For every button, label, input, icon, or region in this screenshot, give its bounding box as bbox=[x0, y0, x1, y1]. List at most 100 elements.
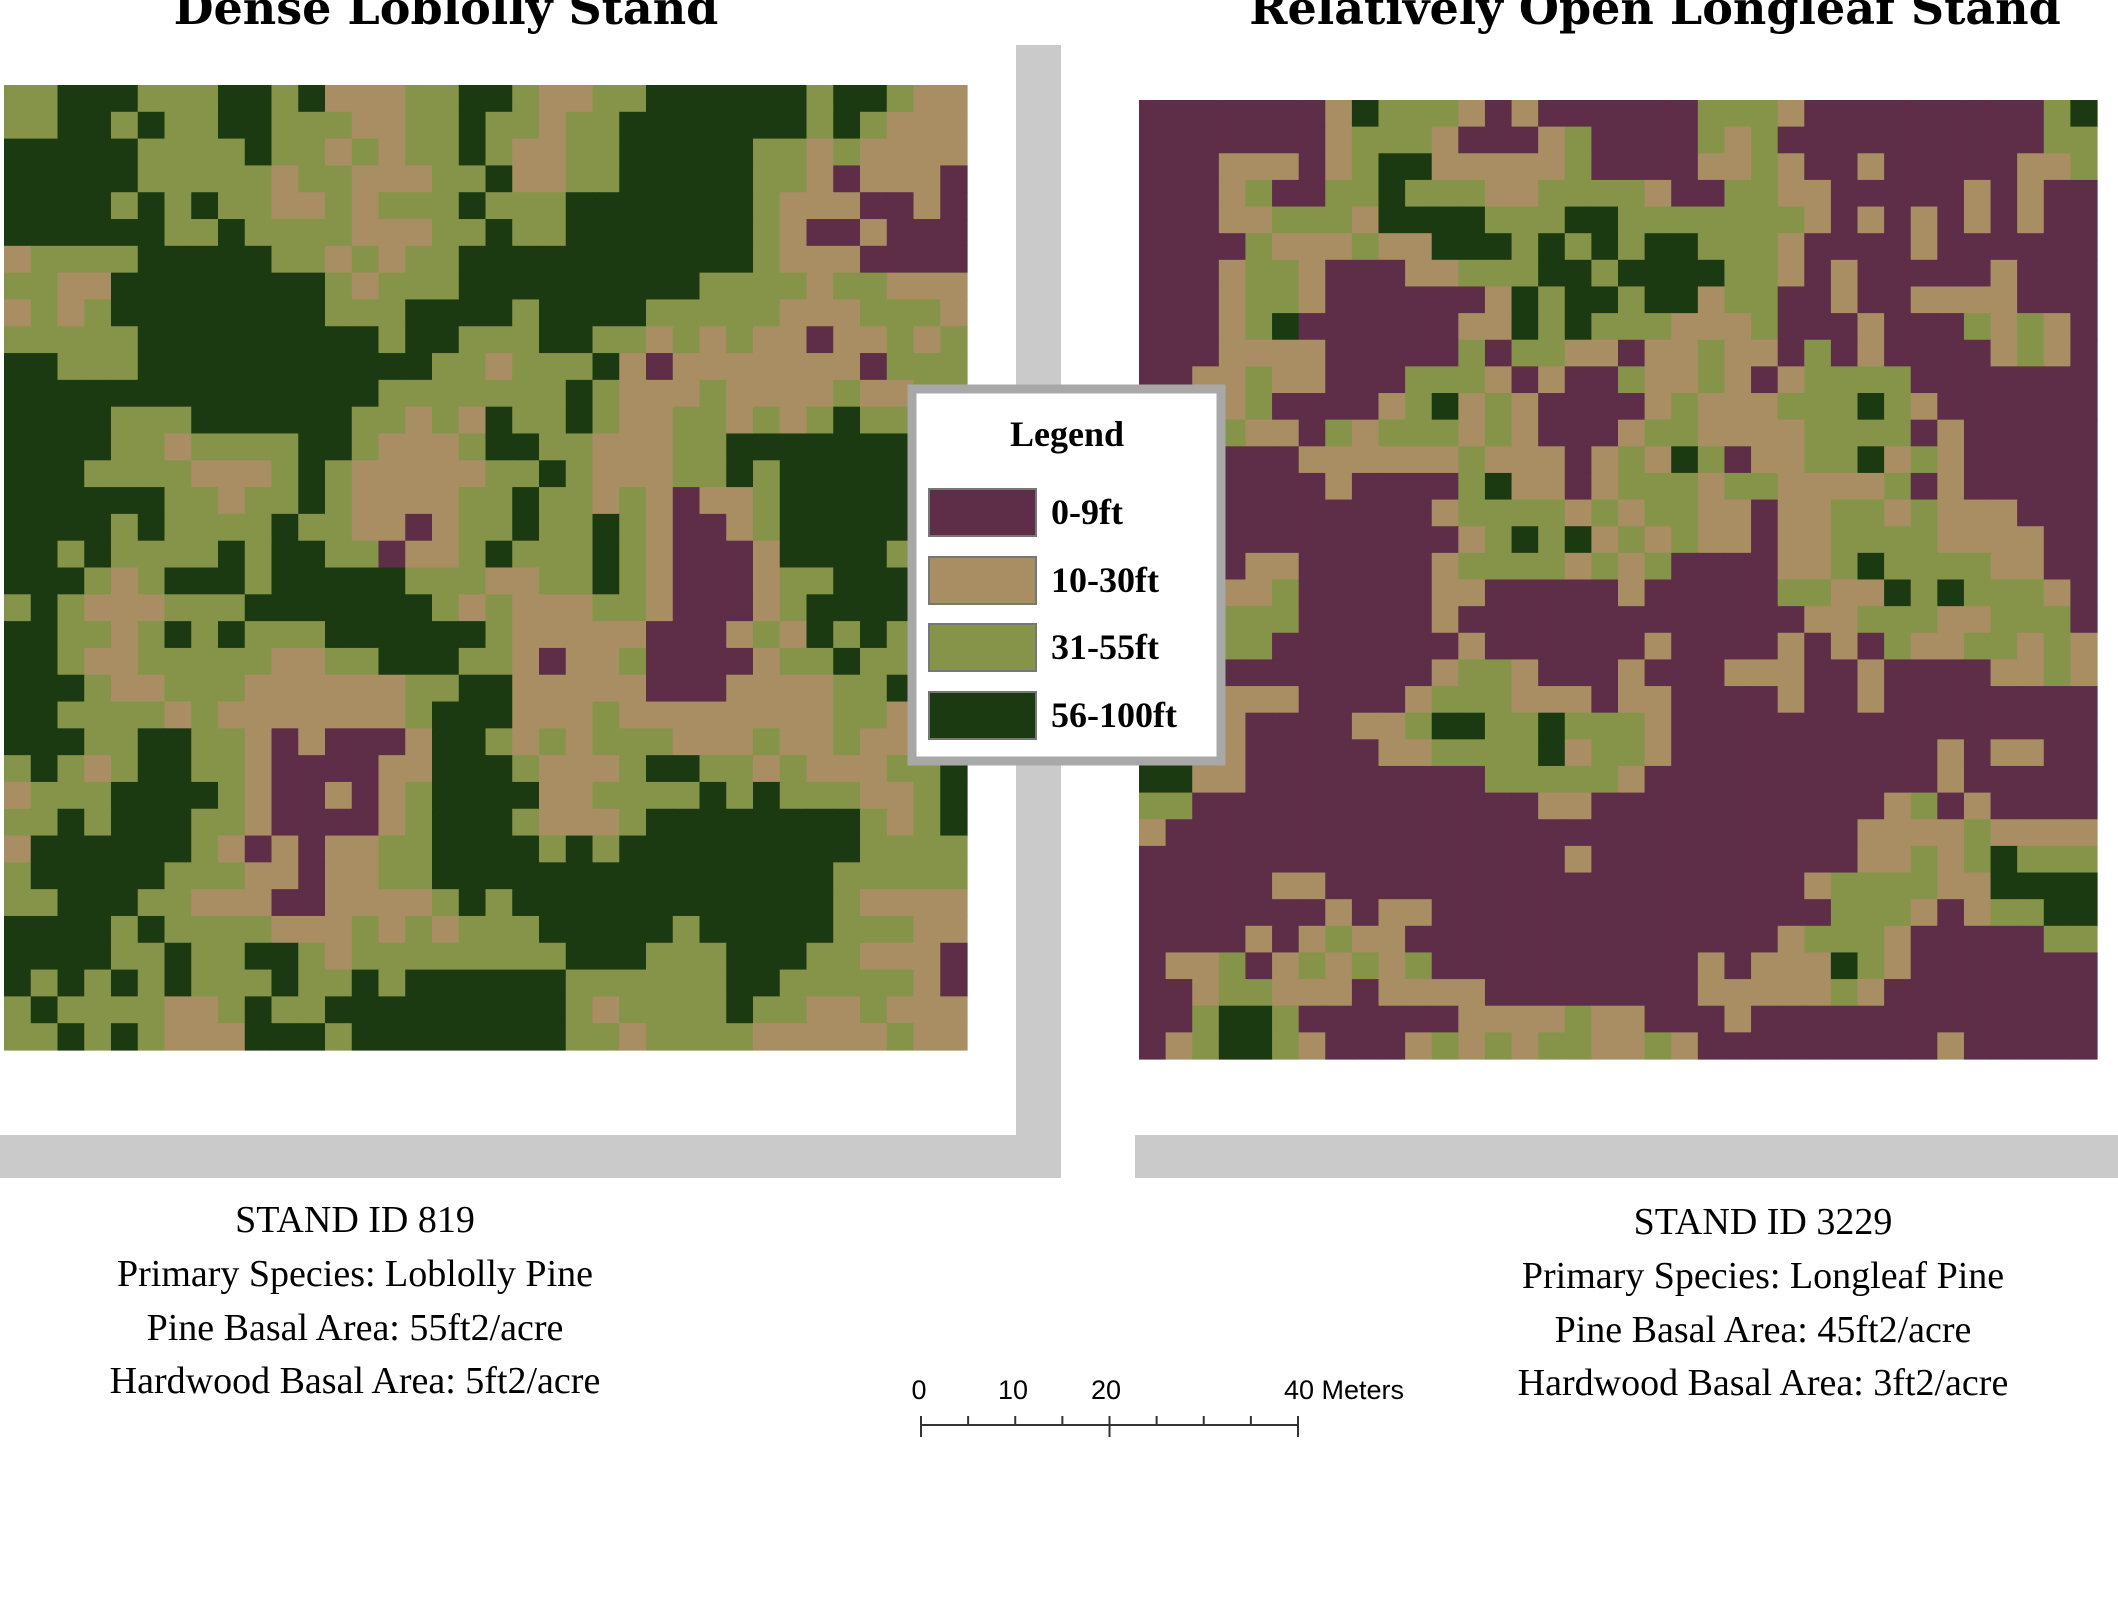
raster-cell bbox=[1192, 979, 1220, 1007]
raster-cell bbox=[351, 862, 380, 890]
raster-cell bbox=[1458, 819, 1486, 847]
raster-cell bbox=[57, 272, 85, 301]
raster-cell bbox=[699, 487, 727, 515]
raster-cell bbox=[458, 192, 487, 220]
raster-cell bbox=[2017, 1005, 2045, 1033]
raster-cell bbox=[619, 406, 647, 435]
raster-cell bbox=[1830, 1032, 1859, 1060]
raster-cell bbox=[1591, 419, 1619, 447]
raster-cell bbox=[1910, 739, 1938, 767]
raster-cell bbox=[833, 781, 861, 810]
raster-cell bbox=[458, 513, 487, 542]
raster-cell bbox=[913, 969, 941, 997]
raster-cell bbox=[833, 245, 861, 274]
raster-cell bbox=[432, 299, 460, 327]
raster-cell bbox=[1431, 206, 1459, 234]
raster-cell bbox=[565, 567, 594, 595]
raster-cell bbox=[2070, 313, 2098, 341]
raster-cell bbox=[1458, 366, 1486, 394]
raster-cell bbox=[1724, 233, 1752, 261]
raster-cell bbox=[592, 272, 620, 301]
raster-cell bbox=[30, 567, 59, 595]
raster-cell bbox=[30, 674, 59, 703]
raster-cell bbox=[2017, 419, 2045, 447]
raster-cell bbox=[57, 942, 85, 971]
raster-cell bbox=[2017, 872, 2045, 900]
raster-cell bbox=[1910, 526, 1938, 554]
raster-cell bbox=[1192, 819, 1220, 847]
raster-cell bbox=[137, 647, 166, 676]
raster-cell bbox=[4, 889, 32, 917]
raster-cell bbox=[298, 85, 326, 113]
raster-cell bbox=[1777, 792, 1805, 820]
raster-cell bbox=[1804, 659, 1832, 687]
raster-cell bbox=[4, 165, 32, 193]
raster-cell bbox=[539, 245, 567, 274]
raster-cell bbox=[860, 808, 888, 837]
raster-cell bbox=[806, 701, 834, 729]
raster-cell bbox=[298, 889, 326, 917]
raster-cell bbox=[378, 755, 406, 783]
raster-cell bbox=[539, 299, 567, 327]
raster-cell bbox=[1245, 552, 1273, 581]
raster-cell bbox=[84, 594, 112, 622]
raster-cell bbox=[1910, 179, 1938, 208]
raster-cell bbox=[244, 513, 273, 542]
raster-cell bbox=[619, 326, 647, 354]
raster-cell bbox=[1325, 952, 1353, 980]
raster-cell bbox=[351, 299, 380, 327]
raster-cell bbox=[1298, 286, 1326, 314]
raster-cell bbox=[913, 272, 941, 301]
raster-cell bbox=[1564, 579, 1592, 607]
raster-cell bbox=[860, 299, 888, 327]
raster-cell bbox=[1139, 925, 1167, 954]
raster-cell bbox=[2017, 552, 2045, 581]
raster-cell bbox=[1618, 446, 1646, 474]
raster-cell bbox=[137, 915, 166, 944]
raster-cell bbox=[2043, 659, 2071, 687]
raster-cell bbox=[57, 165, 85, 193]
raster-cell bbox=[1564, 712, 1592, 740]
raster-cell bbox=[111, 701, 139, 729]
raster-cell bbox=[1245, 393, 1273, 421]
raster-cell bbox=[1751, 792, 1779, 820]
raster-cell bbox=[913, 353, 941, 381]
raster-cell bbox=[1830, 366, 1859, 394]
raster-cell bbox=[1884, 552, 1912, 581]
raster-cell bbox=[699, 219, 727, 247]
raster-cell bbox=[191, 1023, 219, 1051]
raster-cell bbox=[1298, 472, 1326, 501]
raster-cell bbox=[726, 728, 754, 756]
raster-cell bbox=[779, 513, 808, 542]
raster-cell bbox=[1192, 765, 1220, 794]
raster-cell bbox=[1272, 206, 1300, 234]
raster-cell bbox=[351, 835, 380, 863]
raster-cell bbox=[1910, 765, 1938, 794]
raster-cell bbox=[1538, 126, 1566, 154]
raster-cell bbox=[432, 165, 460, 193]
raster-cell bbox=[325, 460, 353, 488]
raster-cell bbox=[1724, 366, 1752, 394]
raster-cell bbox=[1724, 712, 1752, 740]
raster-cell bbox=[1591, 286, 1619, 314]
raster-cell bbox=[378, 85, 406, 113]
raster-cell bbox=[84, 674, 112, 703]
raster-cell bbox=[565, 138, 594, 167]
raster-cell bbox=[779, 379, 808, 408]
raster-cell bbox=[833, 862, 861, 890]
raster-cell bbox=[1724, 606, 1752, 634]
raster-cell bbox=[913, 85, 941, 113]
raster-cell bbox=[1351, 925, 1380, 954]
raster-cell bbox=[244, 915, 273, 944]
raster-cell bbox=[1192, 792, 1220, 820]
raster-cell bbox=[1218, 979, 1247, 1007]
raster-cell bbox=[1751, 845, 1779, 874]
raster-cell bbox=[779, 433, 808, 461]
raster-cell bbox=[699, 728, 727, 756]
raster-cell bbox=[2070, 739, 2098, 767]
raster-cell bbox=[57, 781, 85, 810]
raster-cell bbox=[565, 540, 594, 569]
raster-cell bbox=[271, 862, 299, 890]
raster-cell bbox=[1618, 286, 1646, 314]
raster-cell bbox=[1351, 100, 1380, 128]
